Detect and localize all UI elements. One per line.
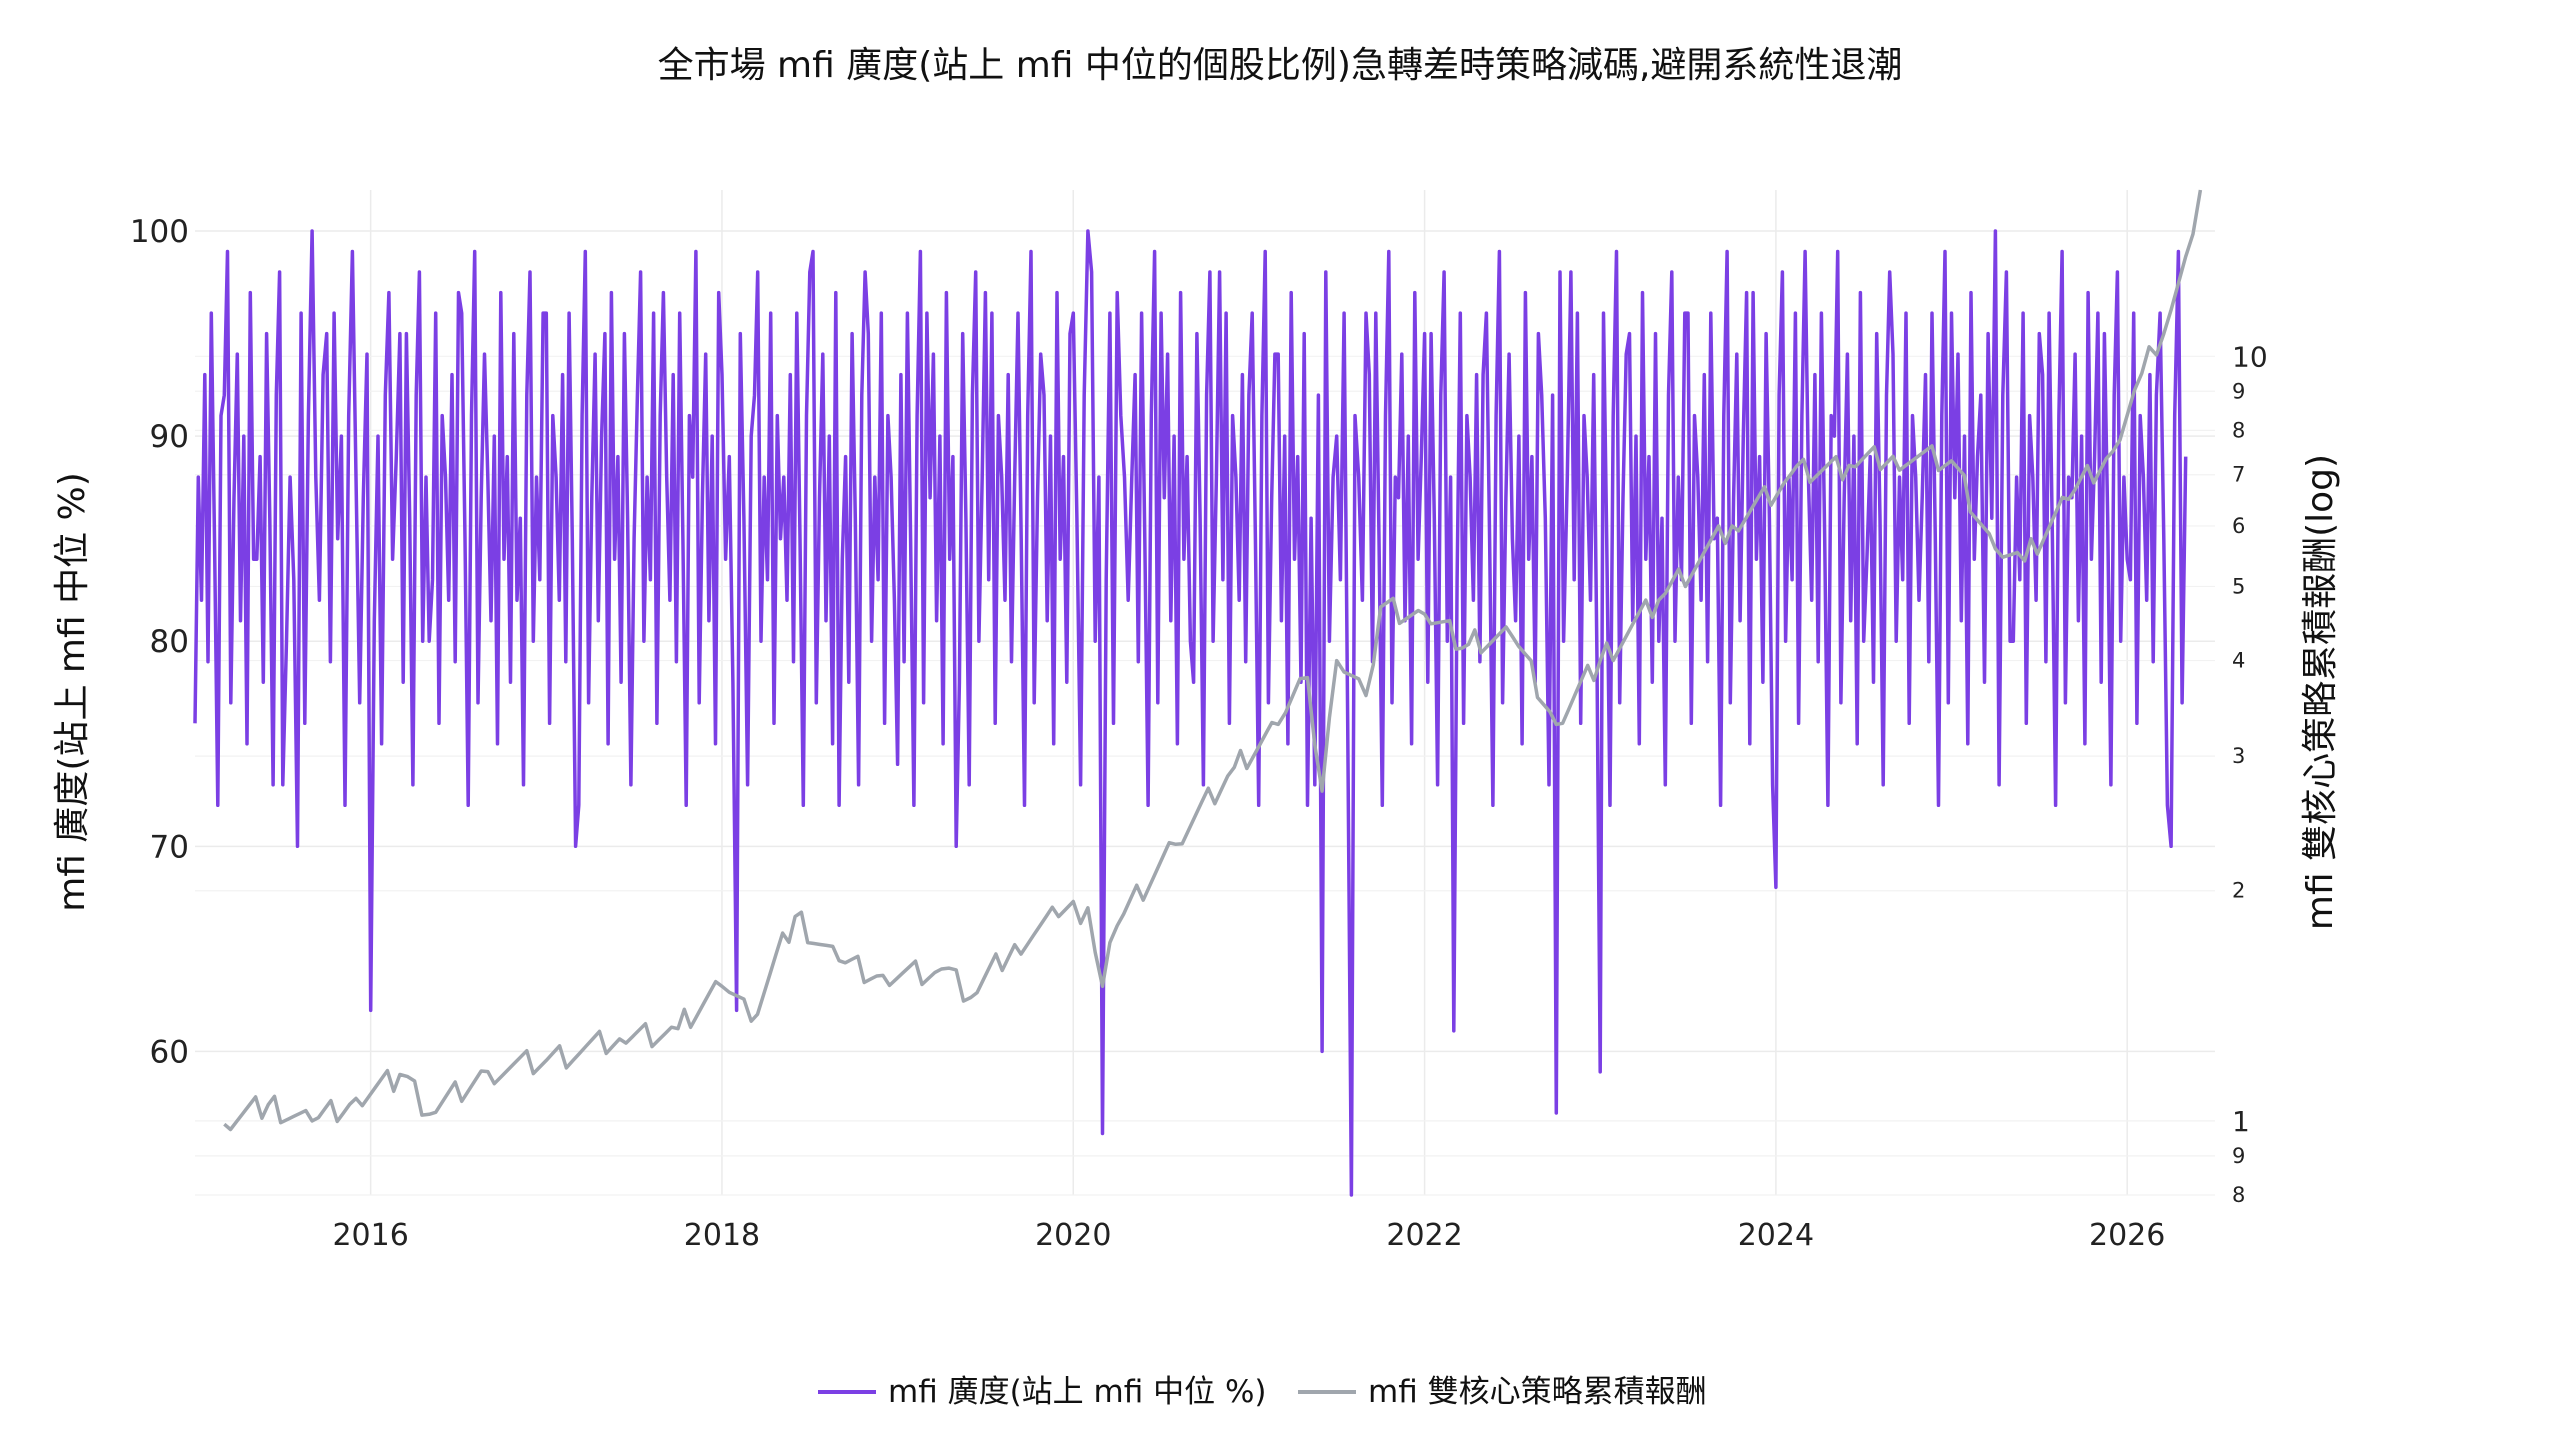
y-left-tick-label-90: 90 — [150, 419, 189, 455]
x-tick-label-2020: 2020 — [1035, 1218, 1111, 1253]
y-right-tick-label-10: 10 — [2232, 340, 2268, 373]
x-tick-label-2022: 2022 — [1386, 1218, 1462, 1253]
axes: 2016 2018 2020 2022 2024 2026 60 70 80 90 100 8 9 1 2 3… — [130, 214, 2268, 1253]
legend: mfi 廣度(站上 mfi 中位 %) mfi 雙核心策略累積報酬 — [818, 1374, 1707, 1410]
series-layer — [193, 189, 2203, 1197]
y-left-tick-label-70: 70 — [150, 829, 189, 865]
y-right-tick-label-0.8: 8 — [2232, 1183, 2245, 1207]
legend-label-breadth[interactable]: mfi 廣度(站上 mfi 中位 %) — [888, 1374, 1267, 1410]
y-axis-right-title: mfi 雙核心策略累積報酬(log) — [2300, 454, 2341, 930]
y-left-tick-label-60: 60 — [150, 1034, 189, 1070]
y-right-tick-label-5: 5 — [2232, 574, 2245, 598]
y-right-tick-label-2: 2 — [2232, 879, 2245, 903]
legend-label-return[interactable]: mfi 雙核心策略累積報酬 — [1368, 1374, 1707, 1410]
x-tick-label-2024: 2024 — [1738, 1218, 1814, 1253]
y-right-tick-label-3: 3 — [2232, 744, 2245, 768]
y-left-tick-label-80: 80 — [150, 624, 189, 660]
x-tick-label-2016: 2016 — [332, 1218, 408, 1253]
y-right-tick-label-7: 7 — [2232, 463, 2245, 487]
y-right-tick-label-9: 9 — [2232, 379, 2245, 403]
y-right-tick-label-4: 4 — [2232, 649, 2245, 673]
y-right-tick-label-0.9: 9 — [2232, 1144, 2245, 1168]
chart-title: 全市場 mfi 廣度(站上 mfi 中位的個股比例)急轉差時策略減碼,避開系統性… — [657, 45, 1903, 86]
x-tick-label-2026: 2026 — [2089, 1218, 2165, 1253]
x-tick-label-2018: 2018 — [684, 1218, 760, 1253]
y-right-tick-label-6: 6 — [2232, 514, 2245, 538]
y-right-tick-label-8: 8 — [2232, 418, 2245, 442]
y-right-tick-label-1: 1 — [2232, 1105, 2250, 1138]
y-left-tick-label-100: 100 — [130, 214, 189, 250]
y-axis-left-title: mfi 廣度(站上 mfi 中位 %) — [52, 472, 93, 912]
series-line-cumulative-return — [223, 189, 2203, 1132]
series-line-breadth — [193, 229, 2188, 1197]
